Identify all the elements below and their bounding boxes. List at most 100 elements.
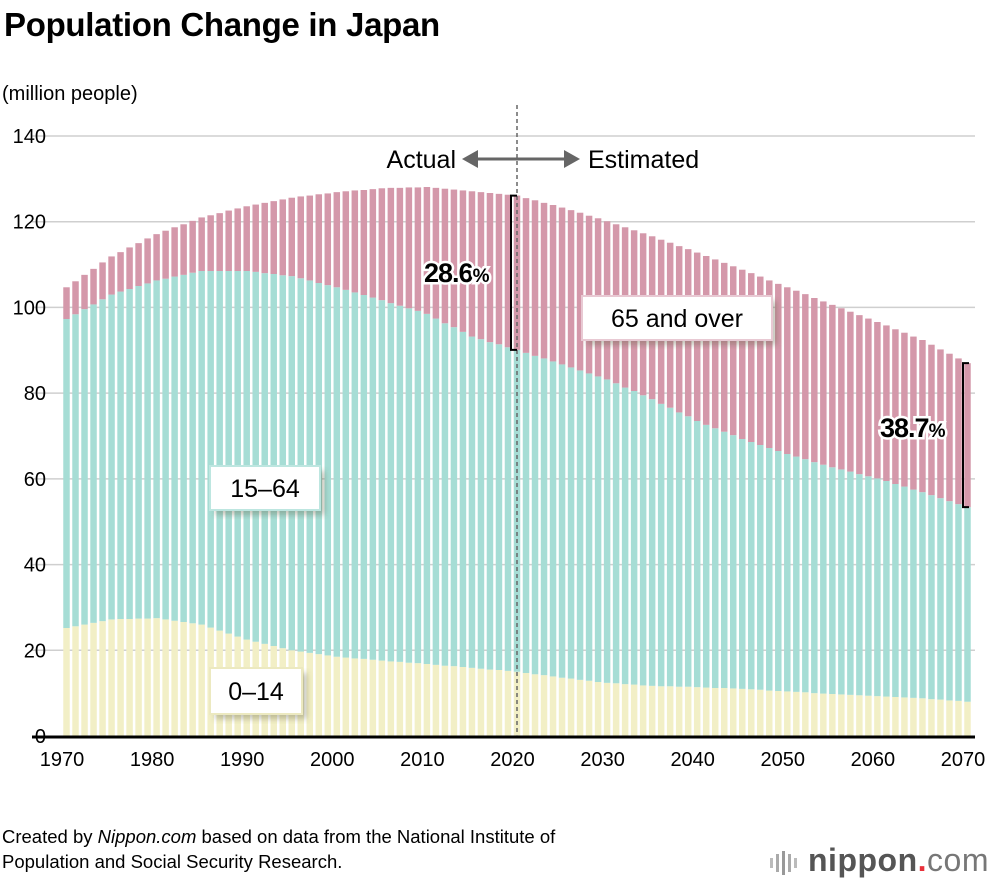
bar-age-65-over xyxy=(558,207,566,365)
bar-age-0-14 xyxy=(693,687,701,736)
bar-age-15-64 xyxy=(684,416,692,687)
bar-age-15-64 xyxy=(919,492,926,699)
bar-age-0-14 xyxy=(865,695,872,736)
series-label: 0–14 xyxy=(228,678,284,706)
bar-age-0-14 xyxy=(729,688,737,736)
bar-age-15-64 xyxy=(468,336,476,668)
bar-age-15-64 xyxy=(621,387,629,685)
bar-age-65-over xyxy=(450,189,458,328)
y-tick-label: 60 xyxy=(24,469,46,491)
bar-age-0-14 xyxy=(171,620,178,736)
bar-age-65-over xyxy=(441,188,449,324)
bar-age-15-64 xyxy=(117,291,124,619)
x-tick-label: 2040 xyxy=(670,749,715,771)
bar-age-65-over xyxy=(387,187,395,304)
bar-age-65-over xyxy=(324,193,332,286)
bar-age-15-64 xyxy=(243,271,250,640)
bar-age-0-14 xyxy=(189,623,196,736)
bar-age-0-14 xyxy=(711,688,719,736)
bar-age-65-over xyxy=(315,194,323,283)
bar-age-15-64 xyxy=(856,474,863,696)
bar-age-0-14 xyxy=(648,685,656,736)
bar-age-0-14 xyxy=(72,626,79,736)
bar-age-15-64 xyxy=(162,278,169,620)
bar-age-0-14 xyxy=(108,619,115,736)
bar-age-65-over xyxy=(225,210,232,271)
x-tick-label: 1970 xyxy=(40,749,85,771)
bar-age-0-14 xyxy=(802,692,809,736)
bar-age-0-14 xyxy=(369,659,377,736)
x-tick-label: 2020 xyxy=(490,749,535,771)
bar-age-65-over xyxy=(522,198,530,353)
bar-age-65-over xyxy=(207,215,214,271)
bar-age-0-14 xyxy=(766,690,773,736)
bar-age-15-64 xyxy=(180,274,187,622)
percent-sign: % xyxy=(929,421,946,442)
source-line2: Population and Social Security Research. xyxy=(2,851,343,872)
bar-age-0-14 xyxy=(964,701,971,736)
bar-age-65-over xyxy=(180,224,187,275)
bar-age-15-64 xyxy=(901,486,908,698)
bar-age-15-64 xyxy=(648,399,656,686)
bar-age-15-64 xyxy=(892,484,899,697)
bar-age-65-over xyxy=(919,340,926,493)
bar-age-65-over xyxy=(279,199,286,276)
bar-age-65-over xyxy=(955,358,962,505)
bar-age-65-over xyxy=(261,202,268,274)
bar-age-15-64 xyxy=(351,292,359,659)
bar-age-15-64 xyxy=(72,314,79,627)
bar-age-0-14 xyxy=(540,675,548,736)
bar-age-15-64 xyxy=(216,271,223,631)
bar-age-15-64 xyxy=(513,349,521,672)
bar-age-0-14 xyxy=(504,670,512,736)
bar-age-15-64 xyxy=(144,283,151,619)
bar-age-65-over xyxy=(216,213,223,271)
bar-age-0-14 xyxy=(423,664,431,736)
bar-age-0-14 xyxy=(720,688,728,736)
bar-age-65-over xyxy=(108,256,115,295)
label-0-14: 0–14 xyxy=(209,667,307,719)
bar-age-65-over xyxy=(576,212,584,371)
x-tick-label: 2010 xyxy=(400,749,445,771)
bar-age-65-over xyxy=(144,238,151,284)
bar-age-0-14 xyxy=(748,689,755,736)
bar-age-65-over xyxy=(784,287,791,454)
bar-age-15-64 xyxy=(838,469,845,695)
bar-age-65-over xyxy=(117,252,124,292)
bar-age-15-64 xyxy=(135,286,142,619)
bar-age-0-14 xyxy=(414,663,422,736)
bar-age-0-14 xyxy=(81,624,88,736)
bar-age-65-over xyxy=(432,187,440,319)
bar-age-15-64 xyxy=(414,310,422,664)
bar-age-0-14 xyxy=(630,684,638,736)
bar-age-15-64 xyxy=(802,459,809,693)
bar-age-0-14 xyxy=(396,661,404,736)
bar-age-65-over xyxy=(766,280,773,448)
series-label: 15–64 xyxy=(230,475,300,503)
bar-age-0-14 xyxy=(360,658,368,736)
box-background xyxy=(209,465,321,511)
series-label: 65 and over xyxy=(611,305,743,333)
bar-age-15-64 xyxy=(657,403,665,687)
bar-age-15-64 xyxy=(207,271,214,628)
bar-age-15-64 xyxy=(964,507,971,702)
bar-age-15-64 xyxy=(811,462,818,694)
bar-age-15-64 xyxy=(63,319,70,628)
bar-age-0-14 xyxy=(198,624,205,736)
bar-age-0-14 xyxy=(531,674,539,736)
bar-age-15-64 xyxy=(757,445,764,690)
bar-age-0-14 xyxy=(522,673,530,736)
bar-age-15-64 xyxy=(522,352,530,673)
bar-age-15-64 xyxy=(405,308,413,663)
bar-age-65-over xyxy=(802,294,809,460)
bar-age-15-64 xyxy=(90,304,97,623)
x-tick-label: 1990 xyxy=(220,749,265,771)
bar-age-0-14 xyxy=(387,661,395,736)
bar-age-15-64 xyxy=(558,364,566,678)
bar-age-65-over xyxy=(333,192,341,288)
bar-age-65-over xyxy=(153,234,160,281)
arrow-left-icon xyxy=(462,150,478,168)
logo-bars-icon xyxy=(770,851,797,875)
bar-age-0-14 xyxy=(333,656,341,736)
x-tick-label: 2060 xyxy=(851,749,896,771)
